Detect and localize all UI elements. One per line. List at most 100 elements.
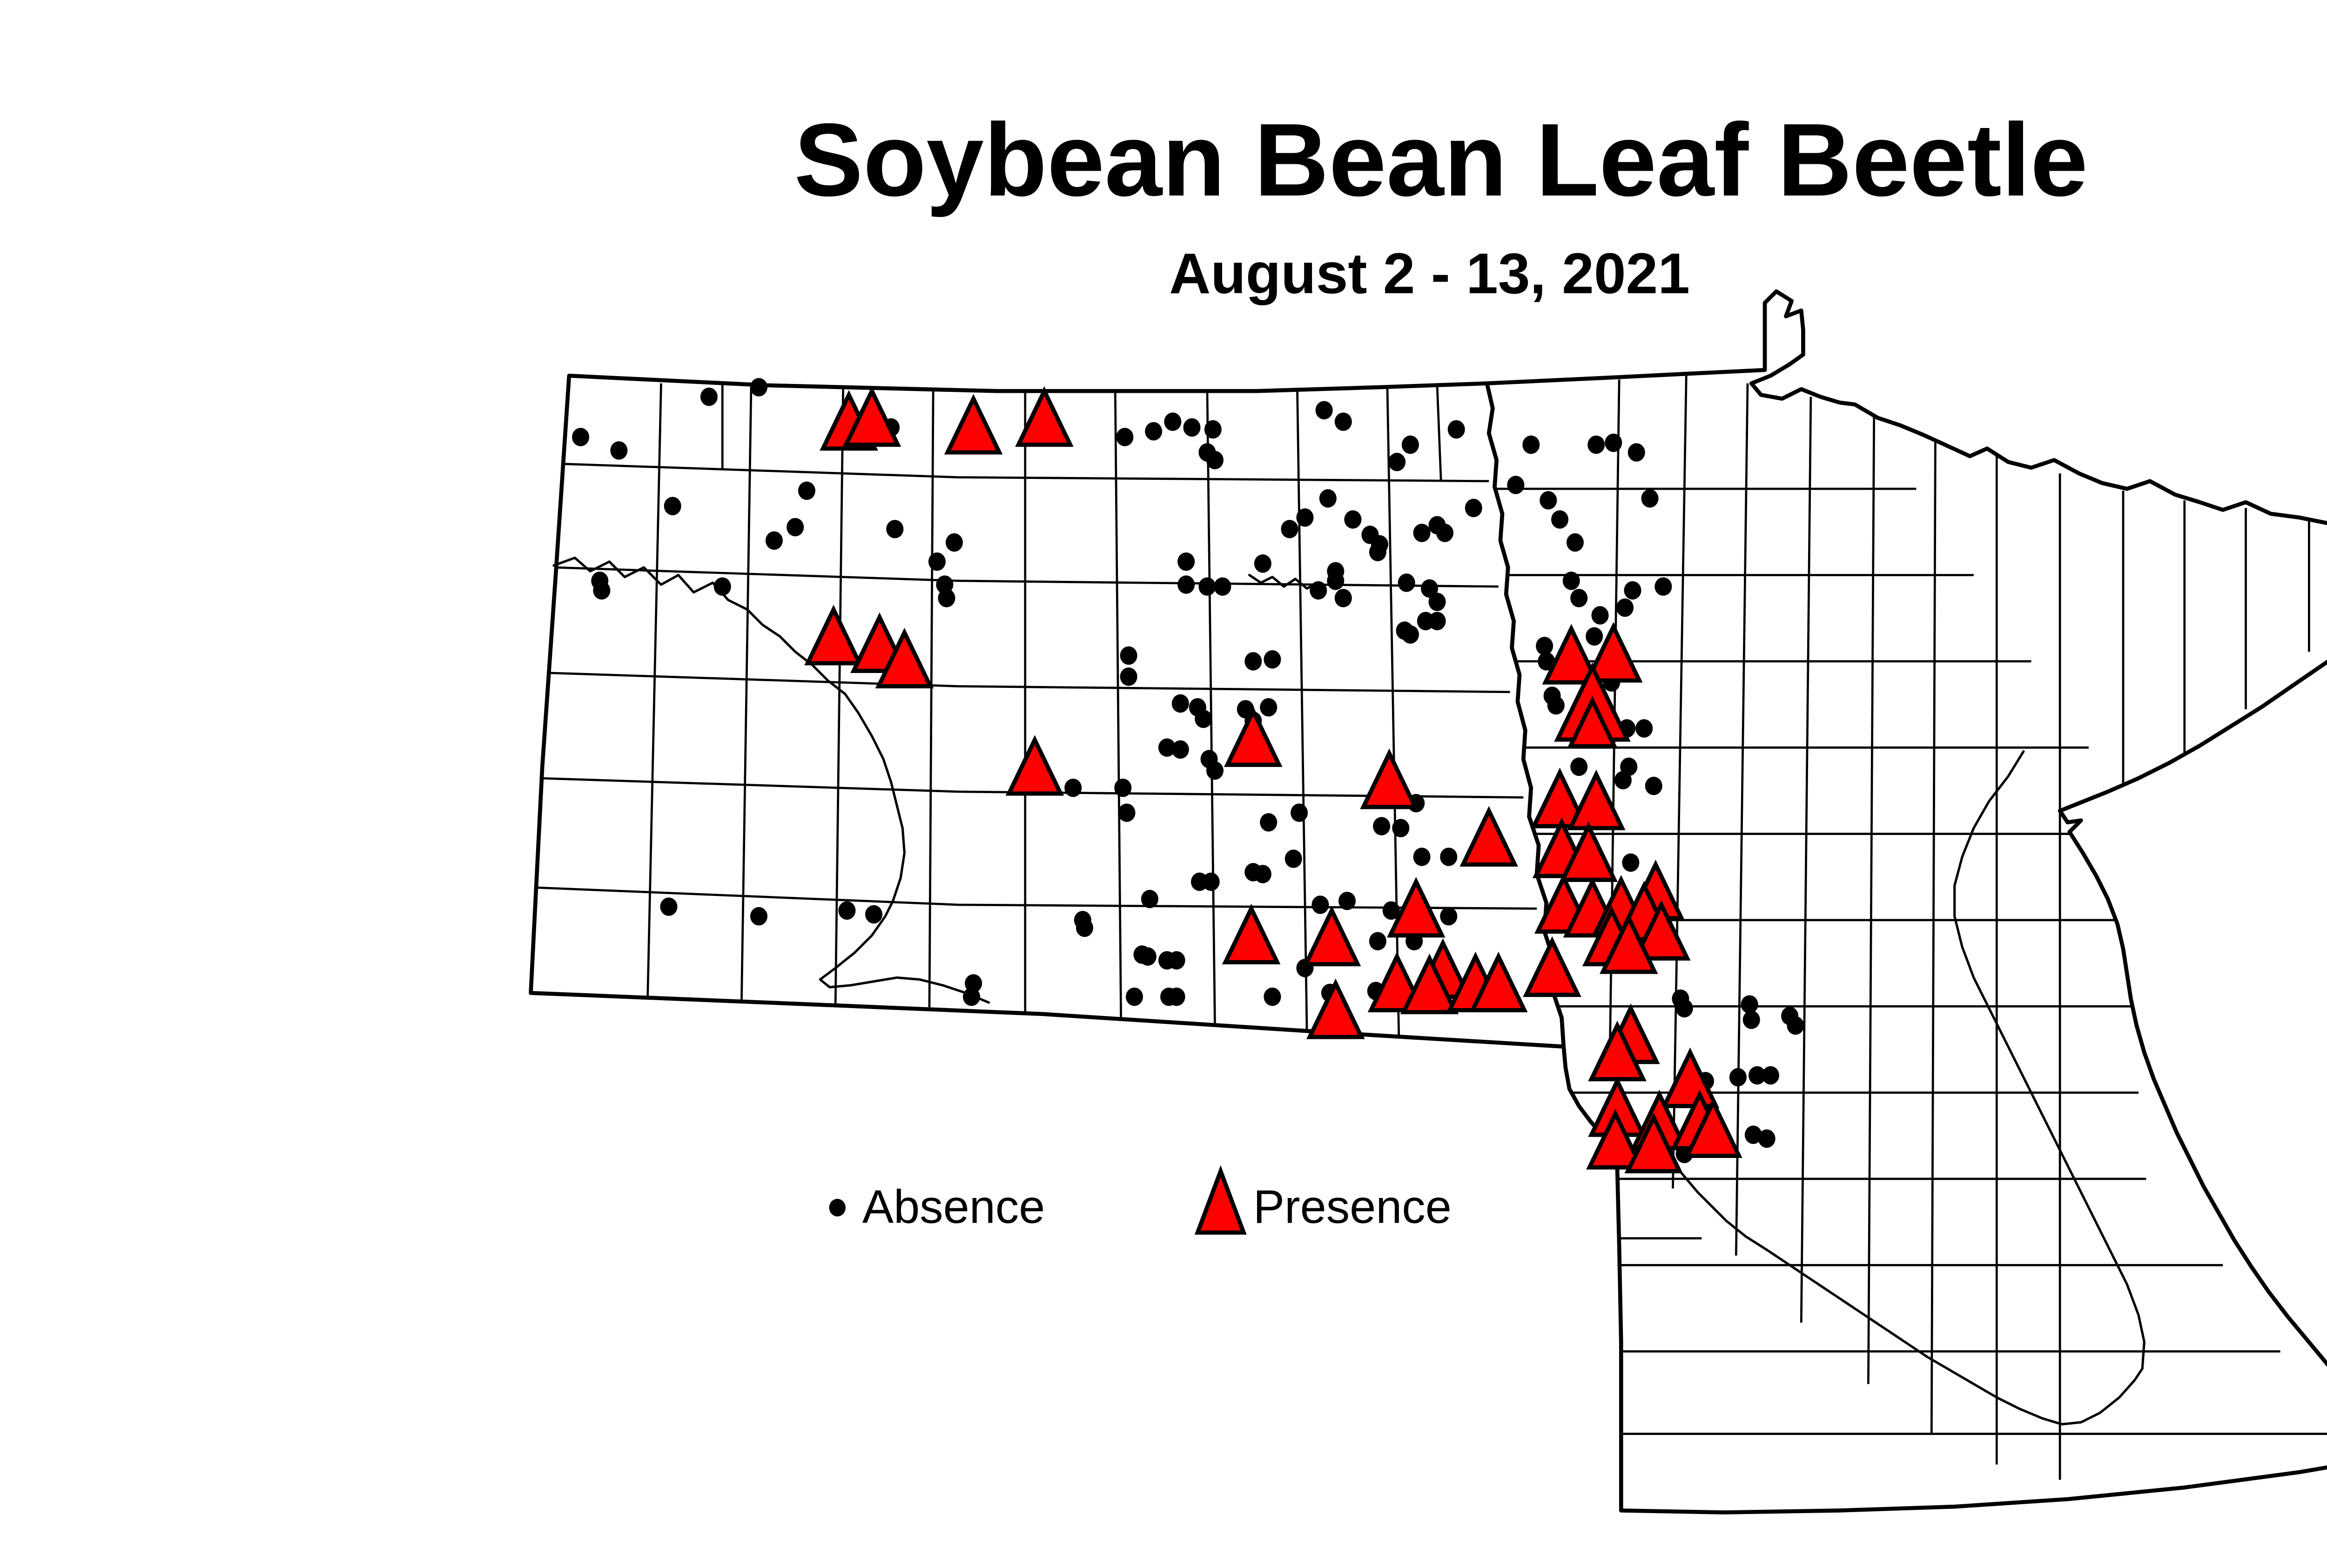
absence-point bbox=[1538, 652, 1555, 671]
absence-point bbox=[1413, 524, 1431, 542]
absence-point bbox=[1614, 771, 1632, 790]
minnesota-river bbox=[1614, 1149, 2144, 1426]
missouri-river bbox=[552, 556, 990, 1004]
absence-point bbox=[1401, 435, 1419, 454]
absence-point bbox=[1206, 451, 1224, 470]
absence-point bbox=[1547, 696, 1565, 715]
absence-point bbox=[1319, 489, 1337, 508]
presence-point bbox=[875, 627, 934, 688]
presence-point bbox=[1584, 622, 1643, 683]
absence-point bbox=[1281, 519, 1298, 538]
devils-lake bbox=[1248, 574, 1320, 590]
absence-point bbox=[1675, 999, 1693, 1018]
presence-point bbox=[1567, 769, 1626, 830]
absence-point bbox=[1164, 412, 1182, 431]
absence-point bbox=[1436, 524, 1454, 542]
absence-point bbox=[1428, 592, 1446, 612]
absence-point bbox=[1551, 510, 1569, 529]
absence-point bbox=[1171, 740, 1189, 759]
presence-point bbox=[1386, 877, 1446, 938]
absence-point bbox=[1244, 652, 1262, 671]
absence-point bbox=[1120, 667, 1137, 686]
presence-point bbox=[944, 394, 1003, 455]
absence-point bbox=[1177, 575, 1195, 594]
presence-point bbox=[1360, 748, 1419, 809]
absence-point bbox=[1076, 918, 1093, 937]
presence-point bbox=[804, 605, 863, 666]
absence-point bbox=[1616, 598, 1634, 617]
absence-point bbox=[1369, 543, 1386, 561]
absence-point bbox=[1296, 508, 1314, 527]
absence-point bbox=[610, 441, 628, 460]
absence-point bbox=[1254, 554, 1271, 573]
markers-layer bbox=[572, 378, 1804, 1173]
presence-point bbox=[1523, 936, 1581, 997]
absence-point bbox=[1641, 489, 1659, 508]
absence-point bbox=[1260, 698, 1278, 717]
absence-point bbox=[1133, 945, 1151, 964]
absence-point bbox=[1741, 995, 1758, 1014]
presence-point bbox=[1302, 905, 1361, 967]
legend-absence-label: Absence bbox=[862, 1181, 1045, 1233]
absence-point bbox=[938, 589, 955, 607]
absence-point bbox=[1787, 1016, 1804, 1035]
presence-point bbox=[1224, 706, 1283, 767]
presence-point bbox=[1586, 1109, 1645, 1170]
absence-point bbox=[1171, 694, 1189, 713]
absence-point bbox=[1338, 891, 1356, 910]
absence-point bbox=[1264, 650, 1281, 669]
absence-point bbox=[1114, 778, 1132, 797]
absence-point bbox=[750, 378, 767, 397]
absence-point bbox=[1587, 435, 1605, 454]
absence-point bbox=[1334, 412, 1352, 431]
presence-point bbox=[1684, 1097, 1742, 1158]
absence-point bbox=[1160, 987, 1178, 1006]
absence-point bbox=[1064, 778, 1082, 797]
absence-point bbox=[1369, 932, 1386, 950]
absence-point bbox=[1758, 1129, 1776, 1148]
absence-point bbox=[1311, 895, 1329, 914]
presence-point bbox=[1624, 1112, 1683, 1173]
absence-point bbox=[1264, 987, 1281, 1006]
absence-point bbox=[1198, 577, 1216, 596]
presence-point bbox=[1559, 821, 1618, 882]
absence-point bbox=[1118, 803, 1136, 822]
absence-point bbox=[1158, 738, 1176, 757]
absence-point bbox=[1413, 848, 1431, 866]
legend-absence-dot-icon bbox=[829, 1198, 846, 1217]
absence-point bbox=[1177, 552, 1195, 571]
mississippi-river bbox=[1953, 750, 2145, 1370]
absence-point bbox=[1206, 761, 1224, 780]
absence-point bbox=[1373, 817, 1391, 835]
presence-point bbox=[1599, 913, 1658, 974]
absence-point bbox=[1654, 577, 1672, 596]
presence-point bbox=[1005, 735, 1064, 796]
absence-point bbox=[1125, 987, 1143, 1006]
absence-point bbox=[1190, 872, 1208, 891]
absence-point bbox=[713, 577, 731, 596]
absence-point bbox=[1421, 579, 1439, 598]
absence-point bbox=[1749, 1066, 1766, 1085]
absence-point bbox=[1605, 433, 1622, 452]
absence-point bbox=[865, 905, 883, 924]
legend: Absence Presence bbox=[829, 1165, 1452, 1235]
absence-point bbox=[1507, 476, 1525, 494]
legend-presence-triangle-icon bbox=[1194, 1165, 1247, 1235]
absence-point bbox=[1562, 572, 1580, 590]
absence-point bbox=[1344, 510, 1362, 529]
presence-point bbox=[1400, 953, 1459, 1015]
presence-point bbox=[1015, 386, 1074, 447]
absence-point bbox=[664, 497, 681, 516]
presence-point bbox=[1469, 951, 1528, 1013]
absence-point bbox=[1401, 625, 1419, 644]
absence-point bbox=[1116, 428, 1134, 446]
legend-presence-label: Presence bbox=[1253, 1181, 1452, 1233]
presence-point bbox=[1542, 624, 1601, 685]
absence-point bbox=[1327, 572, 1345, 590]
absence-point bbox=[1536, 637, 1554, 655]
absence-point bbox=[1628, 443, 1645, 462]
absence-point bbox=[1586, 627, 1603, 646]
absence-point bbox=[1334, 589, 1352, 607]
absence-point bbox=[1291, 803, 1308, 822]
